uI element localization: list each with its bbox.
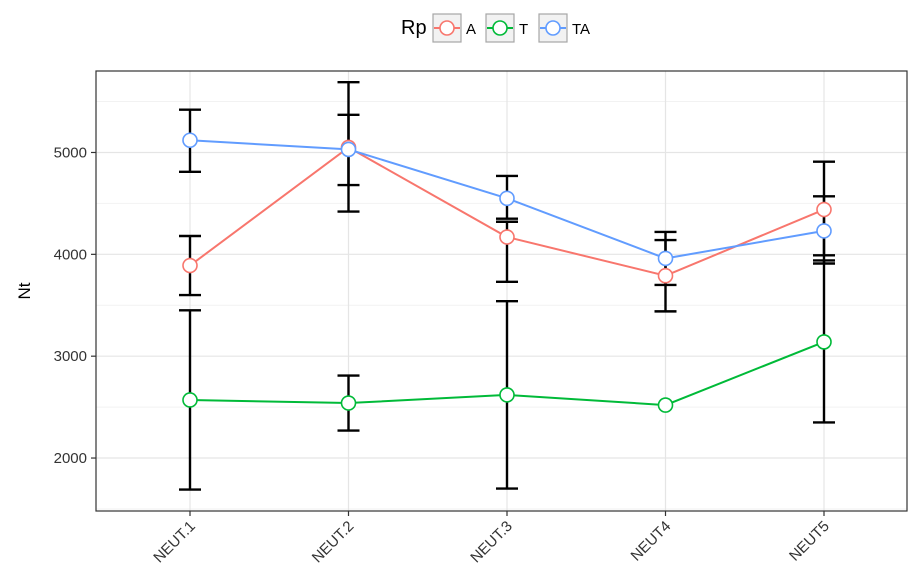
x-tick-label: NEUT.2	[309, 518, 358, 567]
data-point-t	[657, 397, 674, 413]
data-point-ta	[340, 141, 357, 158]
y-axis: 2000 3000 4000 5000	[54, 144, 96, 467]
legend-label: T	[519, 21, 528, 38]
data-point-a	[182, 257, 198, 274]
y-tick-label: 3000	[54, 348, 87, 365]
data-point-a	[657, 267, 674, 284]
legend: Rp A T TA	[401, 13, 590, 43]
x-axis: NEUT.1 NEUT.2 NEUT.3 NEUT4 NEUT5	[150, 511, 833, 566]
plot-border	[95, 70, 908, 512]
data-point-t	[340, 395, 357, 411]
legend-key-point	[492, 20, 508, 36]
legend-item-ta: TA	[538, 13, 590, 43]
data-point-ta	[657, 250, 674, 267]
legend-title: Rp	[401, 17, 427, 39]
data-points	[182, 132, 832, 413]
x-tick-label: NEUT4	[628, 518, 675, 565]
legend-item-t: T	[485, 13, 528, 43]
data-point-a	[816, 201, 832, 218]
y-tick-label: 4000	[54, 246, 87, 263]
plot-panel	[95, 70, 908, 512]
x-tick-label: NEUT5	[786, 518, 833, 565]
data-point-t	[182, 392, 198, 408]
data-point-t	[816, 334, 832, 350]
y-tick-label: 2000	[54, 450, 87, 467]
legend-label: A	[466, 21, 476, 38]
legend-item-a: A	[432, 13, 476, 43]
x-tick-label: NEUT.1	[150, 518, 199, 567]
data-point-t	[499, 387, 515, 403]
y-tick-label: 5000	[54, 144, 87, 161]
legend-label: TA	[572, 21, 590, 38]
x-tick-label: NEUT.3	[467, 518, 516, 567]
plot-background	[96, 71, 907, 511]
data-point-a	[499, 229, 515, 245]
data-point-ta	[182, 132, 198, 149]
y-axis-title: Nt	[15, 282, 34, 299]
data-point-ta	[499, 190, 515, 207]
legend-key-point	[439, 20, 455, 36]
legend-key-point	[545, 20, 561, 36]
data-point-ta	[816, 223, 832, 239]
